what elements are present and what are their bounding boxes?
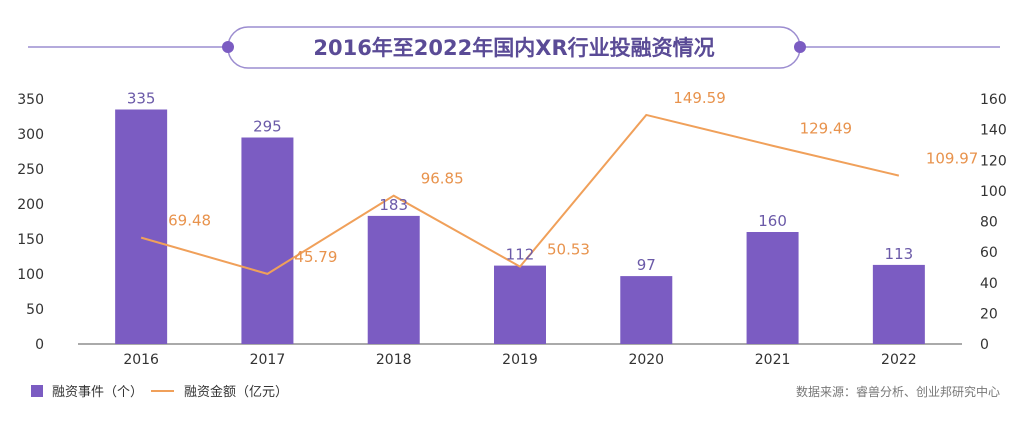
line-value-label: 129.49 xyxy=(800,120,853,138)
y-right-tick-label: 140 xyxy=(980,123,1007,139)
bar-value-label: 97 xyxy=(637,256,656,274)
bar-value-label: 112 xyxy=(506,246,535,264)
bar xyxy=(241,137,294,344)
line-value-label: 69.48 xyxy=(168,212,211,230)
bar xyxy=(620,276,673,344)
y-left-tick-label: 150 xyxy=(17,232,44,248)
line-value-label: 109.97 xyxy=(926,150,979,168)
bar xyxy=(115,109,168,344)
bar xyxy=(367,215,420,344)
watermark: 搜狐号 @财经无忌 xyxy=(790,398,985,423)
source-note: 数据来源：睿兽分析、创业邦研究中心 xyxy=(796,384,1000,399)
title-dot-right xyxy=(794,41,806,53)
line-value-label: 45.79 xyxy=(294,248,337,266)
legend-label-bar: 融资事件（个） xyxy=(52,385,143,400)
legend: 融资事件（个） 融资金额（亿元） xyxy=(31,384,288,400)
bar-value-label: 113 xyxy=(885,245,914,263)
legend-label-line: 融资金额（亿元） xyxy=(184,384,288,400)
bar xyxy=(494,265,546,344)
y-right-tick-label: 0 xyxy=(980,337,989,353)
line-path xyxy=(140,113,900,275)
y-right-tick-label: 80 xyxy=(980,215,998,231)
data-labels: 335 295 183 112 97 160 113 69.48 45.79 96.85 50.53… xyxy=(127,89,979,274)
x-tick-label: 2018 xyxy=(376,352,412,368)
bar xyxy=(872,264,925,344)
bar-value-label: 335 xyxy=(127,90,156,108)
y-right-tick-label: 160 xyxy=(980,92,1007,108)
line-value-label: 96.85 xyxy=(421,170,464,188)
line-series xyxy=(140,113,900,275)
x-tick-label: 2020 xyxy=(628,352,664,368)
x-tick-label: 2021 xyxy=(755,352,791,368)
watermark-logo: 搜狐号 xyxy=(790,398,858,423)
watermark-account: @财经无忌 xyxy=(880,398,985,422)
y-right-tick-label: 120 xyxy=(980,153,1007,169)
y-right-tick-label: 40 xyxy=(980,276,998,292)
bar-value-label: 295 xyxy=(253,118,282,136)
y-right-tick-label: 20 xyxy=(980,306,998,322)
title-dot-left xyxy=(222,41,234,53)
y-left-tick-label: 250 xyxy=(17,162,44,178)
legend-swatch-bar xyxy=(31,385,43,397)
x-tick-label: 2019 xyxy=(502,352,538,368)
x-tick-label: 2017 xyxy=(250,352,286,368)
chart-title: 2016年至2022年国内XR行业投融资情况 xyxy=(313,36,714,60)
y-left-tick-label: 350 xyxy=(17,92,44,108)
y-right-tick-label: 60 xyxy=(980,245,998,261)
y-right-tick-label: 100 xyxy=(980,184,1007,200)
line-value-label: 149.59 xyxy=(673,89,726,107)
x-tick-label: 2022 xyxy=(881,352,917,368)
title-banner: 2016年至2022年国内XR行业投融资情况 xyxy=(28,26,1000,69)
bar-value-label: 160 xyxy=(758,212,787,230)
line-value-label: 50.53 xyxy=(547,241,590,259)
x-tick-label: 2016 xyxy=(123,352,159,368)
y-left-tick-label: 300 xyxy=(17,127,44,143)
bar xyxy=(746,232,799,344)
y-left-tick-label: 50 xyxy=(26,302,44,318)
y-left-tick-label: 0 xyxy=(35,337,44,353)
bar-series xyxy=(115,109,925,344)
y-left-tick-label: 100 xyxy=(17,267,44,283)
bar-value-label: 183 xyxy=(379,196,408,214)
y-left-tick-label: 200 xyxy=(17,197,44,213)
